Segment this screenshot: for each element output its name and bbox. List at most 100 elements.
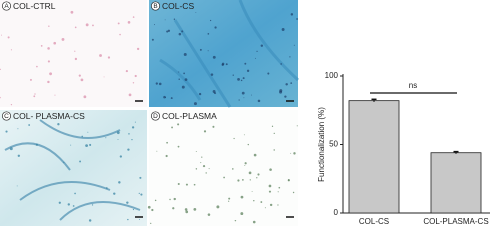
speck: [132, 16, 135, 18]
fiber: [4, 119, 141, 221]
speck: [125, 69, 128, 73]
speck: [212, 125, 215, 128]
speck: [241, 178, 244, 181]
speck: [63, 161, 65, 163]
speck: [67, 203, 70, 206]
speck: [173, 18, 176, 20]
speck: [193, 183, 196, 186]
speck: [151, 38, 154, 41]
speck: [209, 19, 212, 22]
speck: [138, 218, 140, 220]
speck: [248, 171, 252, 175]
speck: [268, 184, 272, 188]
speck: [139, 176, 142, 179]
speck: [177, 123, 180, 126]
speck: [210, 73, 214, 76]
speck: [74, 57, 78, 61]
speck: [254, 57, 256, 59]
speck: [207, 32, 210, 35]
speck: [273, 149, 275, 151]
speck: [285, 83, 288, 86]
speck: [185, 210, 189, 214]
micrograph: [149, 0, 298, 107]
speck: [256, 177, 258, 179]
speck: [195, 11, 197, 13]
speck: [72, 205, 75, 207]
speck: [213, 92, 217, 95]
speck: [177, 182, 180, 186]
speck: [172, 207, 175, 210]
speck: [290, 82, 293, 84]
speck: [70, 10, 74, 14]
label-circle: [1, 111, 12, 121]
speck: [280, 63, 282, 65]
speck: [83, 95, 87, 99]
label-circle: [1, 1, 12, 11]
speck: [253, 199, 255, 202]
speck: [29, 78, 32, 81]
speck: [47, 47, 50, 50]
speck: [17, 154, 21, 157]
speck: [193, 102, 197, 106]
speck: [178, 32, 182, 36]
speck: [281, 28, 285, 31]
speck: [293, 44, 295, 46]
speck: [271, 125, 274, 127]
speck: [127, 148, 130, 151]
x-tick-label: COL-PLASMA-CS: [423, 217, 488, 226]
panel-label: COL-CS: [162, 1, 194, 11]
speck: [181, 85, 185, 89]
speck: [240, 212, 244, 216]
speck: [269, 168, 272, 171]
speck: [247, 143, 249, 146]
panel-letter: A: [4, 3, 9, 10]
label-circle: [150, 111, 161, 121]
speck: [74, 192, 76, 195]
speck: [127, 218, 129, 221]
speck: [134, 74, 137, 78]
speck: [74, 50, 76, 52]
speck: [277, 204, 279, 206]
speck: [296, 18, 298, 20]
speck: [88, 219, 92, 222]
speck: [267, 72, 270, 75]
speck: [10, 49, 12, 51]
speck: [158, 82, 162, 86]
speck: [33, 95, 36, 98]
speck: [201, 156, 203, 158]
speck: [126, 201, 129, 204]
speck: [214, 26, 217, 29]
speck: [228, 200, 230, 202]
speck: [151, 208, 154, 212]
speck: [165, 154, 168, 158]
speck: [212, 55, 216, 59]
speck: [240, 79, 243, 82]
speck: [251, 191, 253, 192]
speck: [9, 147, 13, 151]
speck: [278, 186, 281, 189]
speck: [61, 37, 65, 41]
speck: [113, 192, 116, 195]
speck: [117, 138, 119, 140]
speck: [74, 26, 77, 29]
speck: [81, 135, 83, 138]
speck: [107, 56, 111, 59]
speck: [105, 137, 107, 139]
speck: [260, 44, 264, 47]
speck: [257, 99, 261, 103]
speck: [296, 125, 298, 127]
speck: [178, 78, 180, 80]
speck: [91, 204, 94, 206]
speck: [28, 124, 31, 126]
speck: [58, 201, 61, 204]
speck: [244, 162, 247, 165]
speck: [80, 78, 84, 82]
speck: [199, 48, 202, 51]
panel-label: COL- PLASMA-CS: [13, 111, 85, 121]
speck: [242, 77, 245, 80]
speck: [232, 74, 234, 76]
speck: [0, 96, 1, 99]
speck: [170, 97, 173, 100]
speck: [183, 72, 185, 75]
speck: [195, 151, 197, 153]
